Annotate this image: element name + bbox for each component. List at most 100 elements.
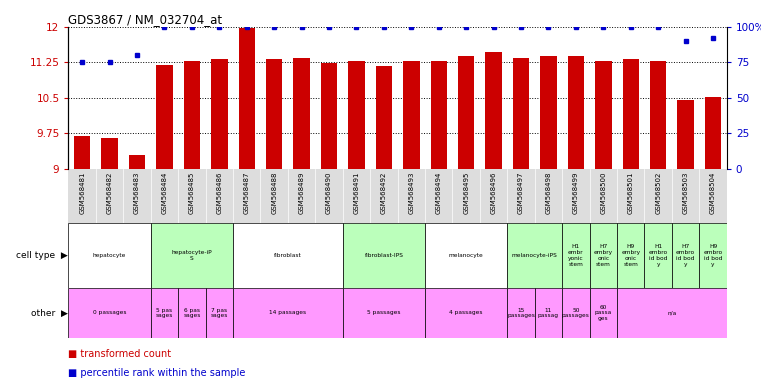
Text: GSM568497: GSM568497 (518, 172, 524, 214)
Bar (349, 61, 365, 169)
Bar (342, 223, 425, 288)
Bar (622, 59, 639, 169)
Bar (513, 58, 530, 169)
Text: GSM568483: GSM568483 (134, 172, 140, 214)
Text: fibroblast-IPS: fibroblast-IPS (365, 253, 403, 258)
Bar (617, 288, 727, 338)
Text: GSM568498: GSM568498 (546, 172, 552, 214)
Text: n/a: n/a (667, 310, 677, 316)
Bar (590, 223, 617, 288)
Text: melanocyte: melanocyte (449, 253, 483, 258)
Text: 0 passages: 0 passages (93, 310, 126, 316)
Text: H1
embr
yonic
stem: H1 embr yonic stem (568, 244, 584, 266)
Bar (590, 288, 617, 338)
Bar (617, 223, 645, 288)
Text: melanocyte-iPS: melanocyte-iPS (512, 253, 558, 258)
Bar (650, 61, 667, 169)
Bar (74, 136, 91, 169)
Bar (68, 288, 151, 338)
Bar (562, 223, 590, 288)
Text: H7
embry
onic
stem: H7 embry onic stem (594, 244, 613, 266)
Text: GSM568485: GSM568485 (189, 172, 195, 214)
Bar (425, 288, 508, 338)
Text: 6 pas
sages: 6 pas sages (183, 308, 201, 318)
Text: GSM568484: GSM568484 (161, 172, 167, 214)
Text: H1
embro
id bod
y: H1 embro id bod y (648, 244, 667, 266)
Bar (68, 223, 151, 288)
Text: 60
passa
ges: 60 passa ges (594, 305, 612, 321)
Bar (425, 223, 508, 288)
Text: GSM568491: GSM568491 (353, 172, 359, 214)
Bar (645, 223, 672, 288)
Text: GSM568489: GSM568489 (298, 172, 304, 214)
Text: GSM568481: GSM568481 (79, 172, 85, 214)
Bar (129, 155, 145, 169)
Bar (156, 65, 173, 169)
Text: cell type  ▶: cell type ▶ (16, 251, 68, 260)
Bar (233, 223, 342, 288)
Text: ■ transformed count: ■ transformed count (68, 349, 172, 359)
Bar (233, 288, 342, 338)
Text: GSM568487: GSM568487 (244, 172, 250, 214)
Bar (540, 56, 557, 169)
Text: GSM568486: GSM568486 (216, 172, 222, 214)
Bar (458, 56, 474, 169)
Bar (151, 288, 178, 338)
Text: GSM568504: GSM568504 (710, 172, 716, 214)
Text: ■ percentile rank within the sample: ■ percentile rank within the sample (68, 368, 246, 378)
Text: GSM568503: GSM568503 (683, 172, 689, 214)
Bar (699, 223, 727, 288)
Bar (238, 28, 255, 169)
Bar (151, 223, 233, 288)
Text: hepatocyte: hepatocyte (93, 253, 126, 258)
Text: fibroblast: fibroblast (274, 253, 302, 258)
Bar (508, 288, 535, 338)
Text: 15
passages: 15 passages (507, 308, 535, 318)
Bar (342, 288, 425, 338)
Text: 7 pas
sages: 7 pas sages (211, 308, 228, 318)
Bar (101, 138, 118, 169)
Text: 11
passag: 11 passag (538, 308, 559, 318)
Bar (403, 61, 419, 169)
Text: GSM568488: GSM568488 (271, 172, 277, 214)
Text: GSM568500: GSM568500 (600, 172, 607, 214)
Bar (535, 288, 562, 338)
Bar (705, 97, 721, 169)
Bar (205, 288, 233, 338)
Text: GSM568495: GSM568495 (463, 172, 470, 214)
Text: other  ▶: other ▶ (31, 308, 68, 318)
Text: GSM568494: GSM568494 (436, 172, 442, 214)
Text: GSM568502: GSM568502 (655, 172, 661, 214)
Text: GSM568492: GSM568492 (381, 172, 387, 214)
Bar (321, 63, 337, 169)
Bar (178, 288, 205, 338)
Bar (486, 52, 501, 169)
Bar (294, 58, 310, 169)
Text: H7
embro
id bod
y: H7 embro id bod y (676, 244, 696, 266)
Bar (431, 61, 447, 169)
Bar (595, 61, 612, 169)
Bar (562, 288, 590, 338)
Text: 5 pas
sages: 5 pas sages (156, 308, 174, 318)
Text: GSM568496: GSM568496 (491, 172, 497, 214)
Text: GSM568493: GSM568493 (409, 172, 414, 214)
Bar (568, 56, 584, 169)
Text: 4 passages: 4 passages (450, 310, 483, 316)
Text: H9
embro
id bod
y: H9 embro id bod y (703, 244, 723, 266)
Text: GSM568499: GSM568499 (573, 172, 579, 214)
Text: GDS3867 / NM_032704_at: GDS3867 / NM_032704_at (68, 13, 223, 26)
Text: GSM568490: GSM568490 (326, 172, 332, 214)
Text: 50
passages: 50 passages (562, 308, 590, 318)
Text: 14 passages: 14 passages (269, 310, 307, 316)
Text: hepatocyte-iP
S: hepatocyte-iP S (171, 250, 212, 261)
Text: H9
embry
onic
stem: H9 embry onic stem (621, 244, 640, 266)
Text: GSM568482: GSM568482 (107, 172, 113, 214)
Bar (376, 66, 392, 169)
Bar (508, 223, 562, 288)
Text: GSM568501: GSM568501 (628, 172, 634, 214)
Bar (183, 61, 200, 169)
Bar (266, 59, 282, 169)
Bar (677, 100, 694, 169)
Bar (211, 59, 228, 169)
Text: 5 passages: 5 passages (367, 310, 400, 316)
